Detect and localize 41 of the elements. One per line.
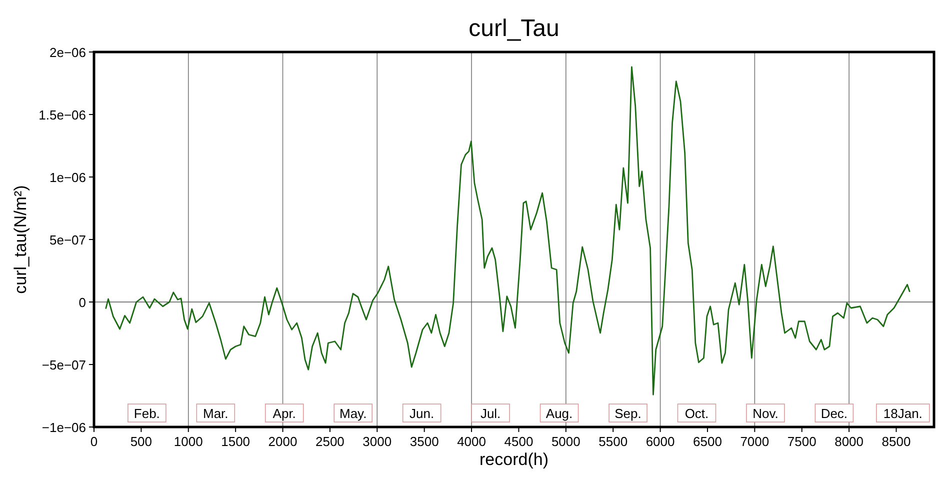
y-tick-label: −5e−07 — [42, 358, 86, 372]
y-tick-label: 5e−07 — [49, 232, 86, 248]
annotation: Jun. — [410, 406, 434, 421]
x-tick-label: 4000 — [457, 434, 486, 449]
x-tick-label: 5500 — [598, 434, 628, 449]
y-axis-title: curl_tau(N/m²) — [11, 185, 30, 294]
x-tick-label: 7500 — [787, 434, 816, 449]
x-tick-label: 0 — [90, 434, 98, 449]
x-tick-label: 6000 — [646, 434, 675, 449]
x-axis-title: record(h) — [480, 450, 548, 469]
x-tick-label: 8500 — [882, 434, 911, 449]
y-tick-label: 0 — [78, 295, 86, 310]
x-tick-label: 6500 — [693, 434, 722, 449]
chart-title: curl_Tau — [468, 15, 560, 42]
x-tick-label: 1000 — [174, 434, 203, 449]
annotation: Dec. — [820, 406, 848, 421]
line-series — [105, 66, 910, 396]
annotation: Mar. — [203, 406, 228, 421]
x-tick-label: 5000 — [551, 434, 580, 449]
x-tick-label: 1500 — [221, 434, 250, 449]
x-tick-label: 500 — [130, 434, 152, 449]
annotation: May. — [339, 406, 367, 421]
y-tick-label: 1.5e−06 — [38, 108, 86, 122]
annotation: Apr. — [272, 406, 296, 421]
x-tick-label: 8000 — [834, 434, 864, 449]
annotation: Oct. — [684, 406, 709, 421]
annotation: Nov. — [752, 406, 778, 421]
x-tick-label: 3000 — [362, 434, 392, 449]
x-tick-label: 2000 — [268, 434, 298, 449]
x-tick-label: 3500 — [410, 434, 439, 449]
annotation: Aug. — [546, 406, 573, 421]
annotation: Sep. — [614, 406, 642, 421]
y-tick-label: 2e−06 — [49, 45, 86, 60]
annotation: Feb. — [134, 406, 160, 421]
x-tick-label: 7000 — [740, 434, 770, 449]
y-tick-label: 1e−06 — [49, 170, 86, 185]
x-tick-label: 2500 — [315, 434, 344, 449]
y-tick-label: −1e−06 — [42, 420, 86, 435]
annotation: 18Jan. — [883, 406, 922, 421]
annotation: Jul. — [480, 406, 501, 421]
x-tick-label: 4500 — [504, 434, 534, 449]
